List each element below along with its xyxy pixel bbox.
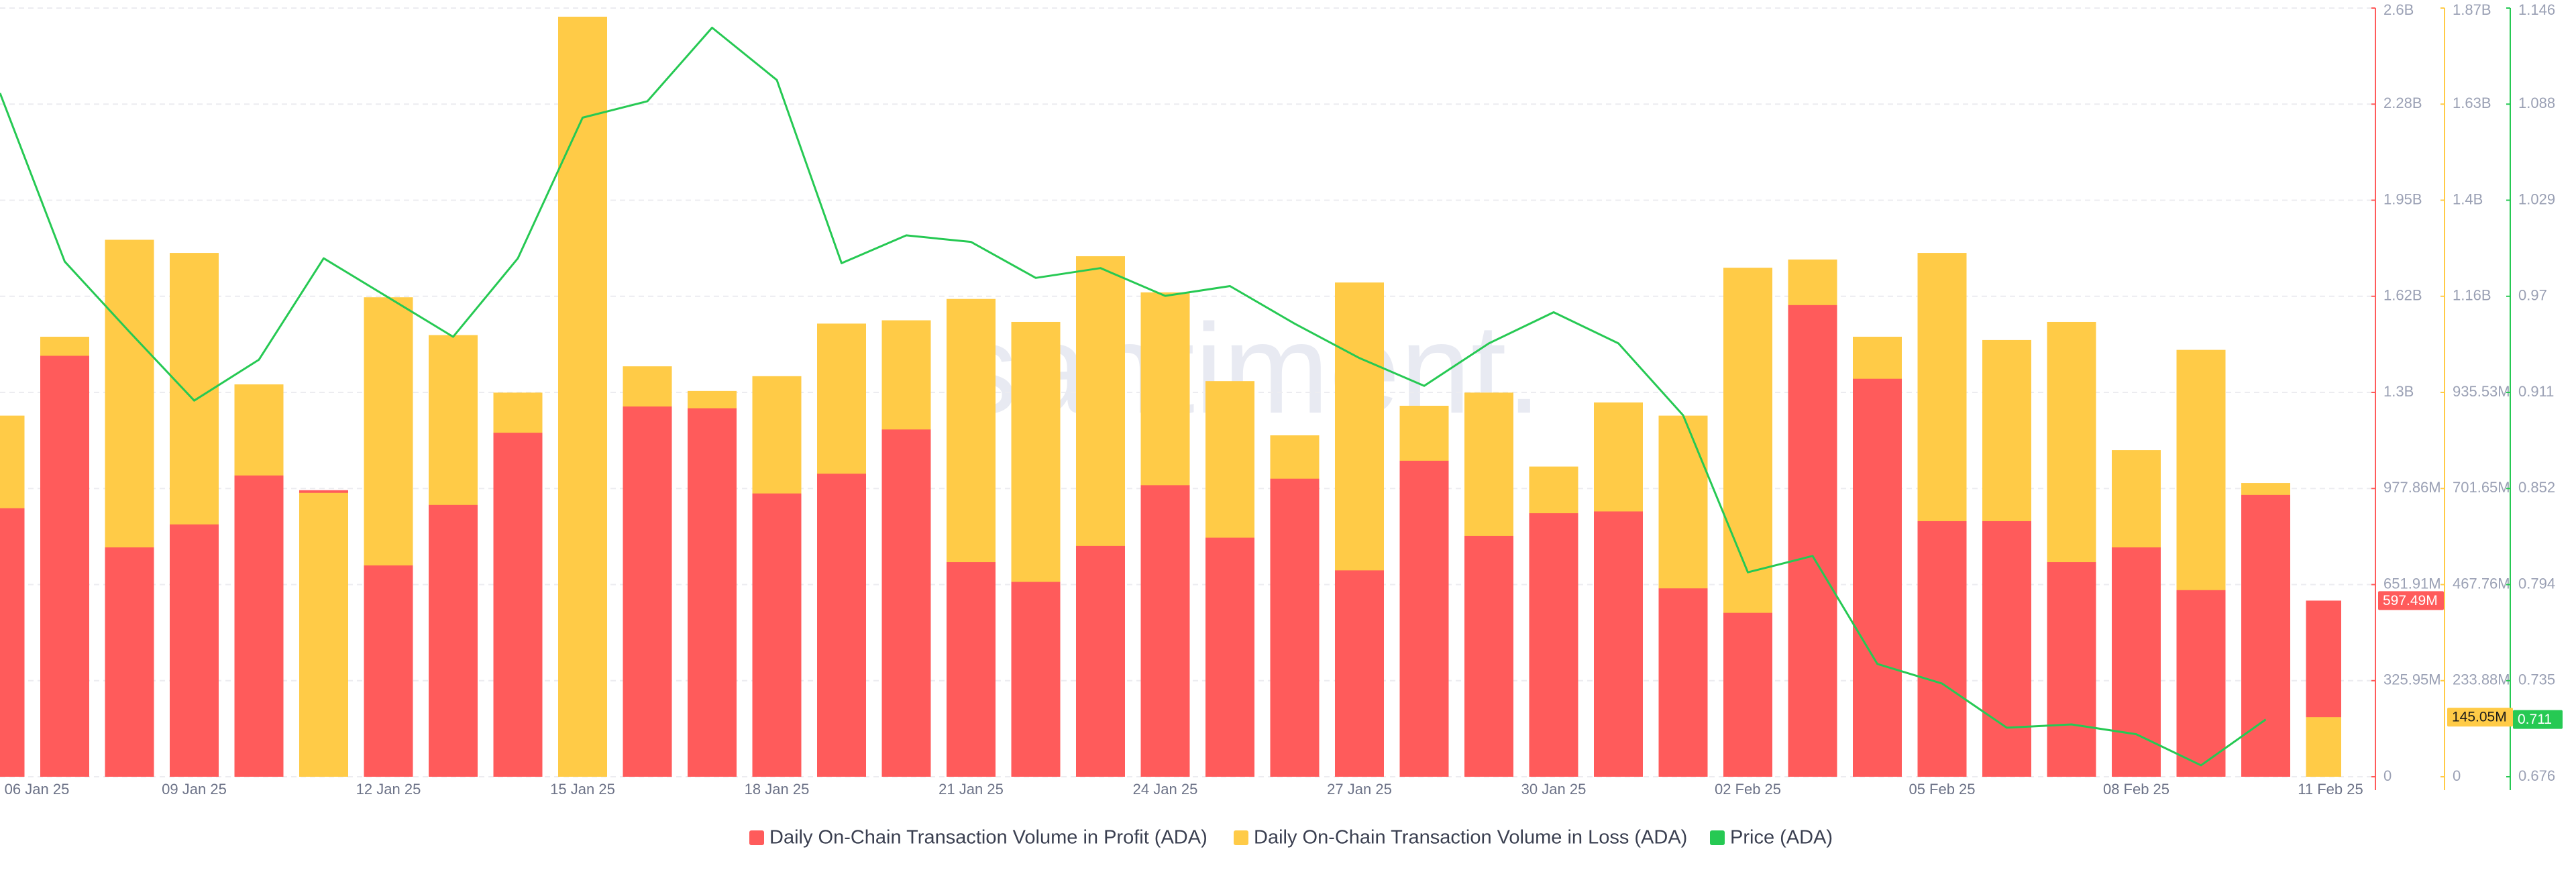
y-tick-label: 0.794 [2518,575,2555,592]
y-tick-label: 0.97 [2518,287,2547,304]
legend-label: Daily On-Chain Transaction Volume in Pro… [769,827,1208,849]
value-badge [2378,591,2444,610]
legend-label: Price (ADA) [1730,827,1833,849]
bar [2047,562,2096,777]
legend-label: Daily On-Chain Transaction Volume in Los… [1254,827,1687,849]
legend-swatch [749,830,764,845]
bar [1594,511,1643,777]
bar [105,547,154,777]
bar [1464,535,1513,777]
y-tick-label: 1.146 [2518,1,2555,18]
bar [752,493,802,777]
y-tick-label: 1.3B [2383,383,2414,400]
legend-item[interactable]: Daily On-Chain Transaction Volume in Pro… [749,827,1208,849]
bar [1335,570,1384,777]
x-tick-label: 18 Jan 25 [745,781,810,798]
x-tick-label: 06 Jan 25 [5,781,70,798]
y-tick-label: 977.86M [2383,479,2441,496]
bar [2241,494,2290,777]
bar [1723,612,1772,777]
value-badge [2513,710,2563,729]
bar [623,406,672,777]
legend-swatch [1234,830,1248,845]
bar [1205,537,1254,777]
y-tick-label: 0.676 [2518,767,2555,784]
y-tick-label: 1.029 [2518,190,2555,207]
y-tick-label: 0.852 [2518,479,2555,496]
value-label: 145.05M [2452,710,2507,725]
x-tick-label: 09 Jan 25 [162,781,227,798]
y-tick-label: 935.53M [2453,383,2510,400]
y-tick-label: 0.735 [2518,671,2555,688]
bar [234,475,284,777]
y-tick-label: 2.28B [2383,95,2422,111]
bar [1917,521,1967,777]
x-tick-label: 30 Jan 25 [1521,781,1587,798]
price-line [0,26,2267,767]
y-tick-label: 0 [2383,767,2392,784]
bar [817,474,866,777]
y-tick-label: 651.91M [2383,575,2441,592]
bar [170,524,219,777]
y-tick-label: 701.65M [2453,479,2510,496]
y-tick-label: 1.4B [2453,190,2483,207]
bar [1399,460,1449,777]
value-label: 597.49M [2383,593,2438,608]
x-tick-label: 12 Jan 25 [356,781,421,798]
x-tick-label: 21 Jan 25 [938,781,1004,798]
bar [2112,547,2161,777]
bar [558,16,607,777]
bar [1529,513,1578,777]
x-tick-label: 27 Jan 25 [1327,781,1392,798]
value-badge [2447,708,2513,727]
plot-area [0,16,2341,777]
bar [1011,582,1061,777]
x-tick-label: 02 Feb 25 [1715,781,1781,798]
bar [1140,485,1190,777]
bar [1788,305,1837,777]
bar [947,562,996,777]
y-tick-label: 2.6B [2383,1,2414,18]
bar [1982,521,2031,777]
x-tick-label: 15 Jan 25 [550,781,615,798]
bar [881,429,931,777]
x-tick-label: 05 Feb 25 [1909,781,1975,798]
y-tick-label: 1.16B [2453,287,2491,304]
y-tick-label: 1.088 [2518,95,2555,111]
legend-swatch [1710,830,1725,845]
bar [688,408,737,777]
bar [0,508,25,777]
y-tick-label: 233.88M [2453,671,2510,688]
y-tick-label: 325.95M [2383,671,2441,688]
y-tick-label: 467.76M [2453,575,2510,592]
bar [2306,717,2341,777]
value-label: 0.711 [2518,712,2552,727]
y-tick-label: 1.87B [2453,1,2491,18]
bar [429,504,478,777]
bar [1658,588,1708,777]
bar [299,492,348,777]
y-tick-label: 1.95B [2383,190,2422,207]
legend-item[interactable]: Price (ADA) [1710,827,1833,849]
bar [364,565,413,777]
bar [1853,378,1902,777]
y-tick-label: 1.62B [2383,287,2422,304]
bar [1270,478,1320,777]
legend-item[interactable]: Daily On-Chain Transaction Volume in Los… [1234,827,1687,849]
x-tick-label: 24 Jan 25 [1133,781,1198,798]
bar [1076,545,1125,777]
x-tick-label: 08 Feb 25 [2103,781,2169,798]
y-tick-label: 0 [2453,767,2461,784]
y-tick-label: 0.911 [2518,383,2554,400]
y-tick-label: 1.63B [2453,95,2491,111]
bar [493,433,543,777]
bar [40,356,89,777]
bar [2176,590,2226,777]
x-tick-label: 11 Feb 25 [2298,781,2363,798]
